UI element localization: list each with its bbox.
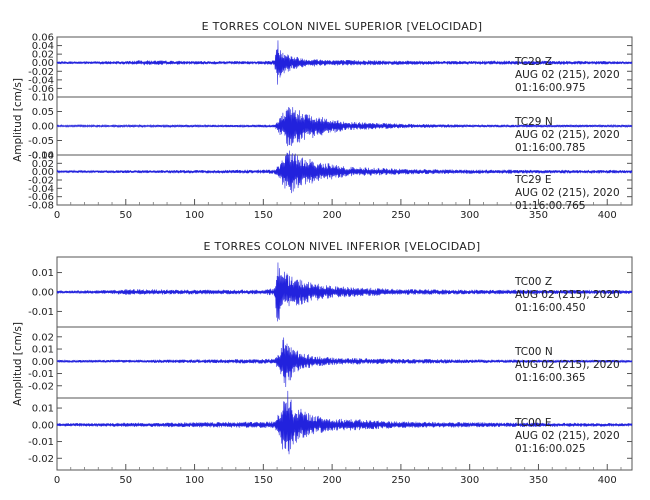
y-tick-label: 0.00 (32, 122, 54, 133)
y-tick-label: -0.04 (28, 184, 54, 195)
date-label: AUG 02 (215), 2020 (515, 129, 620, 141)
station-label: TC29 Z (514, 56, 552, 68)
x-tick-label: 250 (391, 210, 410, 221)
station-label: TC29 E (514, 174, 551, 186)
y-tick-label: -0.01 (28, 369, 54, 380)
date-label: AUG 02 (215), 2020 (515, 289, 620, 301)
time-label: 01:16:00.975 (515, 82, 586, 94)
date-label: AUG 02 (215), 2020 (515, 430, 620, 442)
y-tick-label: 0.01 (32, 268, 54, 279)
trace-panel: 0.040.020.00-0.02-0.04-0.06-0.08 TC29 EAU… (28, 150, 633, 212)
time-label: 01:16:00.765 (515, 200, 586, 212)
y-tick-label: 0.10 (32, 93, 54, 104)
date-label: AUG 02 (215), 2020 (515, 69, 620, 81)
y-tick-label: -0.01 (28, 437, 54, 448)
waveform-trace (56, 150, 633, 194)
x-tick-label: 250 (391, 475, 410, 486)
x-tick-label: 0 (54, 210, 60, 221)
x-tick-label: 300 (460, 210, 479, 221)
waveform-trace (56, 390, 633, 455)
y-tick-label: 0.02 (32, 332, 54, 343)
x-tick-label: 300 (460, 475, 479, 486)
time-label: 01:16:00.365 (515, 372, 586, 384)
trace-panel: 0.060.040.020.00-0.02-0.04-0.06 TC29 ZAUG… (28, 33, 633, 98)
date-label: AUG 02 (215), 2020 (515, 187, 620, 199)
y-tick-label: -0.02 (28, 454, 54, 465)
waveform-trace (56, 40, 633, 85)
y-tick-label: 0.00 (32, 420, 54, 431)
x-tick-label: 200 (323, 210, 342, 221)
y-tick-label: 0.04 (32, 151, 54, 162)
y-tick-label: 0.02 (32, 50, 54, 61)
time-label: 01:16:00.025 (515, 443, 586, 455)
x-axis: 0 50 100 150 200 250 300 350 400 (54, 199, 622, 221)
x-tick-label: 350 (529, 475, 548, 486)
y-tick-label: -0.02 (28, 67, 54, 78)
y-tick-label: 0.01 (32, 345, 54, 356)
y-tick-label: -0.06 (28, 84, 54, 95)
y-tick-label: -0.05 (28, 136, 54, 147)
x-tick-label: 350 (529, 210, 548, 221)
y-tick-label: -0.04 (28, 75, 54, 86)
y-tick-label: 0.05 (32, 107, 54, 118)
panel-frame (56, 397, 633, 471)
x-tick-label: 400 (598, 210, 617, 221)
station-label: TC00 Z (514, 276, 552, 288)
y-tick-label: 0.01 (32, 404, 54, 415)
x-tick-label: 400 (598, 475, 617, 486)
y-tick-label: -0.06 (28, 192, 54, 203)
date-label: AUG 02 (215), 2020 (515, 359, 620, 371)
waveform-trace (56, 337, 633, 387)
y-tick-label: 0.00 (32, 288, 54, 299)
station-label: TC29 N (514, 116, 553, 128)
x-tick-label: 50 (119, 210, 132, 221)
y-tick-label: -0.02 (28, 381, 54, 392)
x-tick-label: 100 (185, 210, 204, 221)
chart-title: E TORRES COLON NIVEL INFERIOR [VELOCIDAD… (204, 240, 481, 253)
chart-title: E TORRES COLON NIVEL SUPERIOR [VELOCIDAD… (202, 20, 483, 33)
x-tick-label: 100 (185, 475, 204, 486)
y-tick-label: 0.00 (32, 167, 54, 178)
y-tick-label: -0.01 (28, 307, 54, 318)
y-axis-label: Amplitud [cm/s] (12, 78, 24, 162)
y-tick-label: -0.10 (28, 151, 54, 162)
y-axis-label: Amplitud [cm/s] (12, 322, 24, 406)
time-label: 01:16:00.785 (515, 142, 586, 154)
y-tick-label: -0.02 (28, 176, 54, 187)
x-tick-label: 200 (323, 475, 342, 486)
y-tick-label: 0.06 (32, 33, 54, 44)
y-tick-label: -0.08 (28, 201, 54, 212)
y-tick-label: 0.00 (32, 357, 54, 368)
chart-nivel-superior: E TORRES COLON NIVEL SUPERIOR [VELOCIDAD… (12, 20, 633, 221)
waveform-trace (56, 107, 633, 147)
waveform-trace (56, 262, 633, 322)
x-tick-label: 0 (54, 475, 60, 486)
x-tick-label: 150 (254, 210, 273, 221)
y-tick-label: 0.04 (32, 41, 54, 52)
y-tick-label: 0.02 (32, 159, 54, 170)
time-label: 01:16:00.450 (515, 302, 586, 314)
x-tick-label: 150 (254, 475, 273, 486)
station-label: TC00 E (514, 417, 551, 429)
chart-nivel-inferior: E TORRES COLON NIVEL INFERIOR [VELOCIDAD… (12, 240, 633, 486)
y-tick-label: 0.00 (32, 58, 54, 69)
x-axis: 0 50 100 150 200 250 300 350 400 (54, 464, 622, 486)
x-tick-label: 50 (119, 475, 132, 486)
station-label: TC00 N (514, 346, 553, 358)
